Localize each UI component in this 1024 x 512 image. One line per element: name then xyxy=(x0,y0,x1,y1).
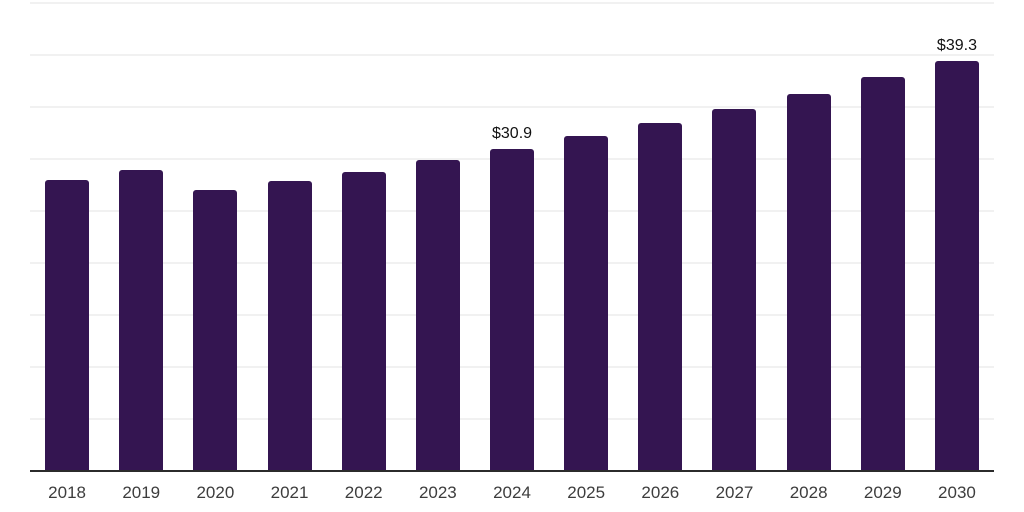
bar-2030 xyxy=(934,61,979,470)
bar-slot-2025 xyxy=(549,2,623,470)
gridline-y-45 xyxy=(30,2,994,4)
gridline-y-35 xyxy=(30,106,994,108)
bar-value-label-2024: $30.9 xyxy=(491,124,533,142)
bar-slot-2029 xyxy=(846,2,920,470)
x-tick-label-2022: 2022 xyxy=(344,483,383,502)
bar-2026 xyxy=(638,122,683,470)
bar-slot-2023 xyxy=(401,2,475,470)
bar-2025 xyxy=(564,136,609,470)
x-axis-labels: 2018 2019 2020 2021 2022 2023 2024 2025 2026 2027… xyxy=(30,482,994,504)
bar-slot-2028 xyxy=(772,2,846,470)
plot-area: $30.9 $39.3 xyxy=(30,2,994,470)
bar-2018 xyxy=(45,179,90,470)
bar-2027 xyxy=(712,109,757,470)
bar-slot-2019 xyxy=(104,2,178,470)
x-tick-label-2027: 2027 xyxy=(715,483,754,502)
bar-slot-2018 xyxy=(30,2,104,470)
bar-slot-2024: $30.9 xyxy=(475,2,549,470)
bars-container: $30.9 $39.3 xyxy=(30,2,994,470)
gridline-y-40 xyxy=(30,54,994,56)
bar-slot-2026 xyxy=(623,2,697,470)
bar-2023 xyxy=(415,160,460,470)
bar-slot-2020 xyxy=(178,2,252,470)
x-tick-label-2019: 2019 xyxy=(122,483,161,502)
x-tick-label-2023: 2023 xyxy=(418,483,457,502)
bar-2029 xyxy=(860,76,905,470)
x-tick-label-2024: 2024 xyxy=(493,483,531,502)
x-tick-label-2020: 2020 xyxy=(196,483,235,502)
bar-2021 xyxy=(267,180,312,470)
x-tick-label-2028: 2028 xyxy=(789,483,828,502)
x-axis-line xyxy=(30,470,994,472)
bar-slot-2021 xyxy=(252,2,326,470)
bar-2028 xyxy=(786,93,831,470)
bar-2022 xyxy=(341,171,386,470)
bar-2020 xyxy=(193,190,238,470)
bar-2024 xyxy=(490,148,535,470)
x-tick-label-2025: 2025 xyxy=(567,483,606,502)
x-tick-label-2030: 2030 xyxy=(938,483,976,502)
x-tick-label-2029: 2029 xyxy=(863,483,902,502)
x-tick-label-2018: 2018 xyxy=(48,483,86,502)
bar-slot-2022 xyxy=(327,2,401,470)
x-tick-label-2021: 2021 xyxy=(270,483,309,502)
x-tick-label-2026: 2026 xyxy=(641,483,680,502)
bar-2019 xyxy=(119,170,164,470)
bar-slot-2027 xyxy=(697,2,771,470)
bar-value-label-2030: $39.3 xyxy=(936,37,977,55)
bar-slot-2030: $39.3 xyxy=(920,2,994,470)
